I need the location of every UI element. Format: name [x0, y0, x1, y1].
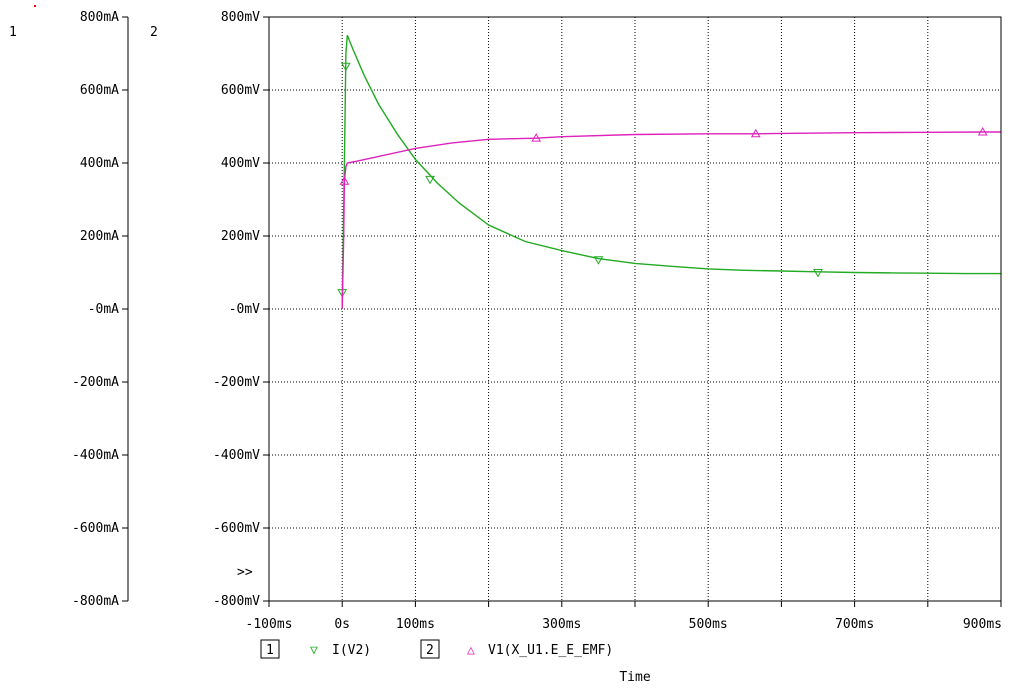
plot-frame — [268, 16, 1002, 602]
x-axis-tick-label: 500ms — [689, 617, 728, 632]
series-marker-1 — [425, 175, 435, 185]
legend-symbol-1: ▽ — [310, 643, 318, 658]
y-axis-1-tick-label: -200mA — [72, 375, 119, 390]
series-line-2 — [341, 131, 1001, 310]
axis2-id-label: 2 — [150, 25, 158, 40]
axis1-id-label: 1 — [9, 25, 17, 40]
y-axis-2-tick-label: -0mV — [229, 302, 260, 317]
legend-box-2-text: 2 — [426, 643, 434, 658]
legend-box-1-text: 1 — [266, 643, 274, 658]
y-axis-1: 800mA 600mA 400mA 200mA -0mA -200mA -400mA -600… — [72, 10, 129, 609]
overflow-marker: >> — [237, 565, 253, 580]
y-axis-2-tick-label: -800mV — [213, 594, 260, 609]
legend-symbol-2: △ — [467, 643, 475, 658]
y-axis-2-tick-label: 600mV — [221, 83, 260, 98]
legend-box-1 — [260, 639, 280, 659]
series-layer — [337, 35, 1001, 310]
y-axis-2-tick-label: 800mV — [221, 10, 260, 25]
y-axis-1-tick-label: -400mA — [72, 448, 119, 463]
y-axis-1-tick-label: 200mA — [80, 229, 119, 244]
y-axis-1-tick-label: 400mA — [80, 156, 119, 171]
y-axis-2-tick-label: -400mV — [213, 448, 260, 463]
y-axis-2-tick-label: 200mV — [221, 229, 260, 244]
y-axis-2-tick-label: -600mV — [213, 521, 260, 536]
x-axis-tick-label: 900ms — [963, 617, 1002, 632]
series-marker-2 — [750, 128, 761, 138]
y-axis-1-tick-label: 600mA — [80, 83, 119, 98]
series-marker-2 — [977, 126, 988, 136]
series-line-1 — [341, 35, 1001, 306]
x-axis-tick-label: -100ms — [246, 617, 293, 632]
series-marker-1 — [813, 269, 823, 278]
series-marker-1 — [340, 62, 351, 72]
y-axis-1-tick-label: -0mA — [88, 302, 119, 317]
y-axis-2: 800mV 600mV 400mV 200mV -0mV -200mV -400mV -600… — [213, 10, 269, 609]
x-axis-tick-label: 0s — [334, 617, 350, 632]
x-axis-tick-label: 100ms — [396, 617, 435, 632]
y-axis-2-tick-label: -200mV — [213, 375, 260, 390]
series-marker-2 — [531, 133, 542, 142]
legend-label-1: I(V2) — [332, 643, 371, 658]
y-axis-1-tick-label: -800mA — [72, 594, 119, 609]
x-axis-tick-label: 300ms — [542, 617, 581, 632]
series-marker-2 — [339, 176, 350, 185]
x-axis: -100ms 0s 100ms 300ms 500ms 700ms 900ms — [246, 601, 1002, 632]
legend-box-2 — [420, 639, 440, 659]
legend: 1 ▽ I(V2) 2 △ V1(X_U1.E_E_EMF) — [260, 639, 613, 659]
y-axis-1-tick-label: 800mA — [80, 10, 119, 25]
legend-label-2: V1(X_U1.E_E_EMF) — [488, 643, 613, 658]
y-axis-1-tick-label: -600mA — [72, 521, 119, 536]
x-axis-title: Time — [619, 670, 650, 685]
series-marker-1 — [593, 256, 604, 265]
y-axis-2-tick-label: 400mV — [221, 156, 260, 171]
corner-marker — [34, 5, 36, 7]
x-axis-tick-label: 700ms — [835, 617, 874, 632]
